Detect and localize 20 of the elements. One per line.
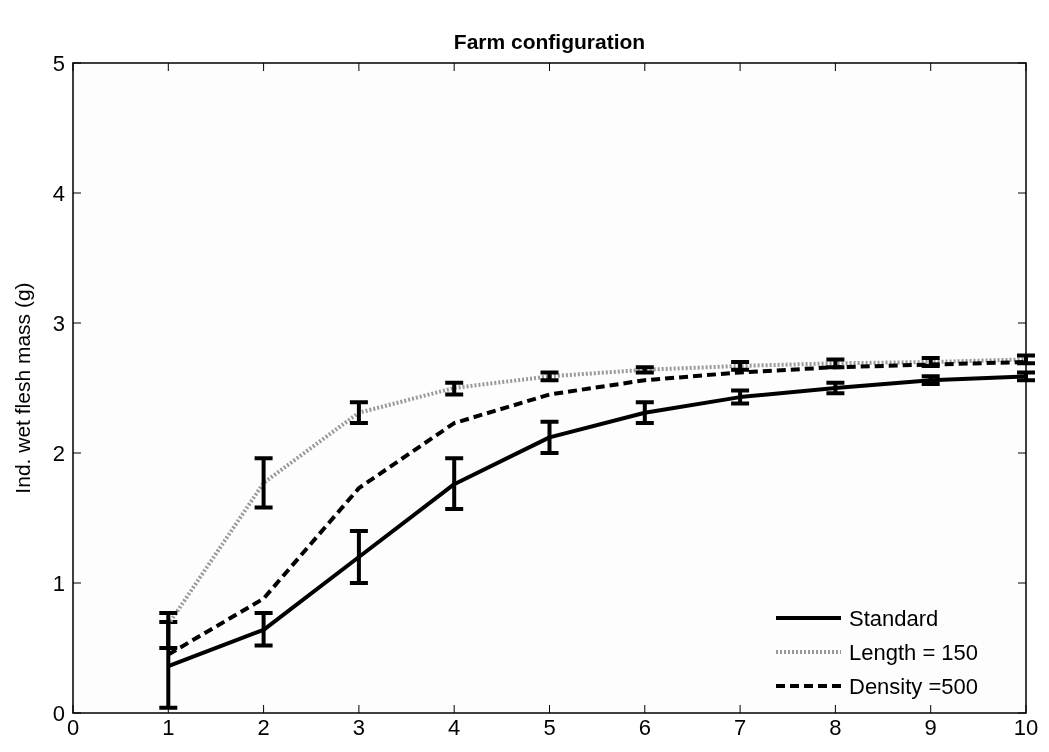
x-tick-label: 5 [543, 715, 556, 740]
legend-label: Standard [849, 606, 939, 631]
x-tick-label: 4 [448, 715, 461, 740]
x-tick-label: 2 [257, 715, 270, 740]
chart-title: Farm configuration [453, 30, 646, 53]
y-tick-label: 5 [52, 51, 65, 76]
x-tick-label: 3 [352, 715, 366, 740]
y-tick-label: 4 [52, 181, 65, 206]
legend-label: Length = 150 [849, 640, 979, 665]
y-tick-label: 1 [52, 571, 65, 596]
legend-label: Density =500 [849, 674, 979, 699]
x-tick-label: 1 [162, 715, 175, 740]
x-tick-label: 6 [638, 715, 651, 740]
y-tick-label: 3 [52, 311, 65, 336]
x-tick-label: 9 [924, 715, 937, 740]
x-tick-label: 7 [733, 715, 747, 740]
y-tick-label: 2 [52, 441, 65, 466]
y-axis-title: Ind. wet flesh mass (g) [11, 282, 34, 494]
x-tick-label: 8 [829, 715, 842, 740]
x-tick-label: 10 [1013, 715, 1039, 740]
